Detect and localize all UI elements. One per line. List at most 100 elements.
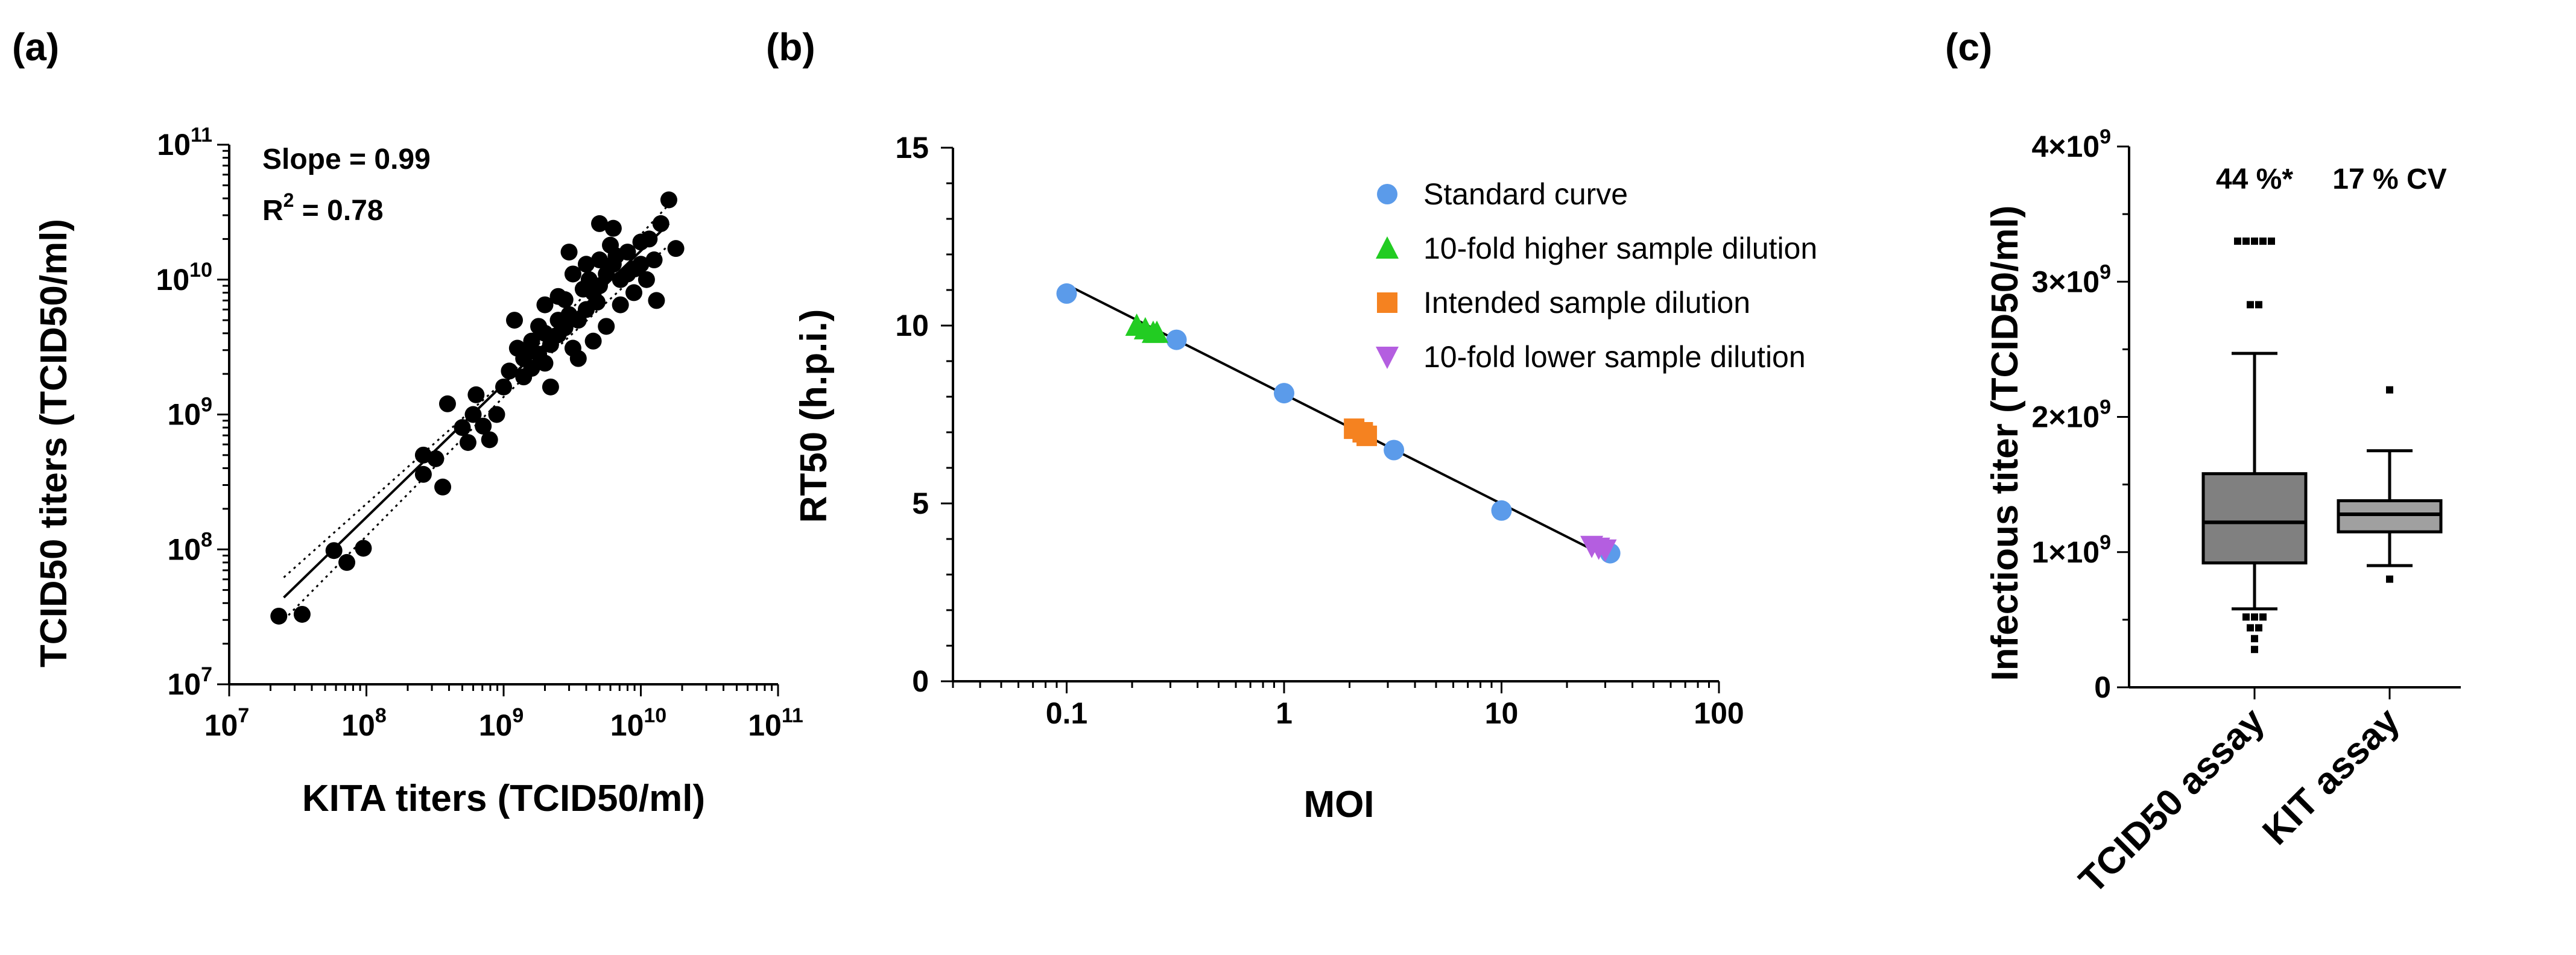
- panel-a-data-point: [556, 319, 574, 336]
- panel-a-data-point: [604, 219, 622, 237]
- panel-a-data-point: [564, 265, 581, 283]
- panel-b-legend-label-0: Standard curve: [1423, 177, 1628, 211]
- panel-a-data-point: [427, 450, 445, 467]
- panel-a-data-point: [625, 284, 642, 301]
- panel-c-outlier: [2251, 646, 2258, 654]
- panel-a-r2-suffix: = 0.78: [294, 195, 383, 227]
- panel-a-y-tick-exponent: 10: [189, 259, 212, 282]
- panel-c-outlier: [2259, 613, 2267, 621]
- panel-c-annotation-tcid50: 44 %*: [2216, 163, 2293, 195]
- panel-b-x-tick-label: 100: [1694, 696, 1744, 730]
- panel-b-y-tick-label: 10: [895, 309, 929, 342]
- panel-a-data-point: [488, 406, 505, 423]
- panel-a-data-point: [454, 419, 471, 437]
- panel-a-data-point: [475, 417, 492, 435]
- panel-a-y-tick-label: 1011: [157, 124, 212, 162]
- panel-a-data-point: [560, 306, 578, 323]
- panel-c-y-tick-mantissa: 3×10: [2031, 265, 2100, 298]
- panel-a-data-point: [519, 341, 537, 359]
- panel-a-data-point: [652, 215, 669, 232]
- panel-b-y-ticks: 0 5 10 15: [895, 131, 953, 698]
- panel-a-slope-annotation: Slope = 0.99: [262, 143, 431, 175]
- panel-a-data-point: [536, 296, 554, 314]
- panel-a-y-tick-base: 10: [167, 667, 201, 701]
- panel-a-data-point: [293, 605, 311, 623]
- panel-b-y-axis-title: RT50 (h.p.i.): [793, 309, 835, 523]
- panel-b-legend-label-2: Intended sample dilution: [1423, 286, 1750, 320]
- panel-a-data-point: [626, 260, 644, 278]
- panel-b-point-series-0: [1384, 440, 1405, 461]
- panel-b-legend-label-3: 10-fold lower sample dilution: [1423, 340, 1806, 374]
- panel-b-legend-marker-1: [1376, 236, 1399, 259]
- panel-a-r2-prefix: R: [262, 195, 283, 227]
- panel-b: (b) 0.1 1 10 100 0 5 10 15 Standard curve 10-fo…: [766, 25, 1817, 825]
- panel-a-y-tick-base: 10: [167, 398, 201, 432]
- panel-a-y-tick-base: 10: [156, 263, 190, 297]
- panel-b-legend-marker-3: [1376, 347, 1399, 369]
- panel-b-point-series-1: [1145, 320, 1169, 343]
- panel-c-y-tick-exponent: 9: [2100, 531, 2111, 554]
- panel-a-x-tick-exponent: 10: [644, 704, 666, 727]
- panel-a-data-point: [645, 251, 663, 269]
- panel-c-x-tick-label: KIT assay: [2255, 700, 2408, 853]
- panel-a-x-tick-base: 10: [748, 708, 782, 742]
- panel-a-y-tick-label: 109: [167, 394, 212, 432]
- panel-c-y-tick-exponent: 9: [2100, 125, 2111, 148]
- panel-a-x-tick-exponent: 11: [782, 704, 803, 727]
- panel-c-y-tick-label: 3×109: [2031, 260, 2111, 298]
- panel-a-y-tick-label: 107: [167, 663, 212, 701]
- panel-a-data-point: [667, 240, 685, 257]
- panel-a-data-point: [495, 378, 512, 396]
- panel-a-x-tick-exponent: 7: [238, 704, 249, 727]
- panel-a-y-tick-base: 10: [167, 532, 201, 566]
- panel-a-data-point: [414, 465, 432, 483]
- panel-a-y-tick-exponent: 8: [201, 528, 212, 551]
- panel-c-outlier: [2255, 624, 2262, 632]
- panel-c-outlier: [2386, 575, 2393, 583]
- panel-b-point-series-0: [1273, 383, 1294, 404]
- panel-a-data-point: [648, 292, 665, 309]
- panel-b-y-tick-label: 0: [912, 664, 929, 698]
- panel-a-data-point: [638, 271, 655, 288]
- panel-c-outlier: [2259, 237, 2267, 245]
- panel-a-x-tick-base: 10: [204, 708, 238, 742]
- panel-b-x-tick-label: 1: [1276, 696, 1293, 730]
- panel-c-outlier: [2251, 237, 2258, 245]
- panel-a-data-point: [591, 215, 609, 232]
- panel-c-outlier: [2234, 237, 2241, 245]
- panel-c-annotation-kit: 17 % CV: [2332, 163, 2446, 195]
- panel-a-x-tick-label: 1011: [748, 704, 803, 742]
- panel-c-outlier: [2251, 635, 2258, 643]
- panel-a-data-point: [569, 350, 587, 367]
- panel-b-points: [1056, 283, 1621, 564]
- panel-b-legend: Standard curve 10-fold higher sample dilu…: [1376, 177, 1817, 374]
- panel-c-y-tick-exponent: 9: [2100, 260, 2111, 283]
- panel-c-y-tick-label: 0: [2094, 670, 2111, 704]
- panel-a-ci-lower-line: [283, 244, 669, 621]
- panel-a-y-tick-label: 1010: [156, 259, 212, 297]
- panel-b-legend-label-1: 10-fold higher sample dilution: [1423, 232, 1817, 265]
- panel-a-x-tick-base: 10: [341, 708, 375, 742]
- panel-c-boxes: [2201, 237, 2443, 654]
- panel-a-y-tick-base: 10: [157, 128, 191, 162]
- panel-c-y-tick-label: 2×109: [2031, 396, 2111, 434]
- panel-a-points: [270, 191, 685, 625]
- panel-a-data-point: [355, 540, 372, 557]
- panel-a-data-point: [434, 478, 452, 496]
- panel-c-y-tick-mantissa: 2×10: [2031, 400, 2100, 434]
- panel-b-legend-marker-0: [1377, 184, 1397, 204]
- panel-a-x-tick-exponent: 9: [512, 704, 524, 727]
- panel-c-y-tick-mantissa: 1×10: [2031, 535, 2100, 569]
- panel-a-x-tick-base: 10: [479, 708, 513, 742]
- panel-a-data-point: [660, 191, 677, 209]
- panel-a-data-point: [588, 294, 606, 311]
- panel-c-outlier: [2242, 237, 2250, 245]
- panel-a-y-tick-label: 108: [167, 528, 212, 566]
- panel-b-legend-marker-2: [1377, 292, 1397, 313]
- panel-a-data-point: [481, 431, 498, 449]
- panel-a-data-point: [523, 359, 540, 377]
- panel-b-point-series-2: [1356, 425, 1378, 446]
- panel-a-data-point: [467, 386, 485, 403]
- panel-a-x-tick-label: 107: [204, 704, 250, 742]
